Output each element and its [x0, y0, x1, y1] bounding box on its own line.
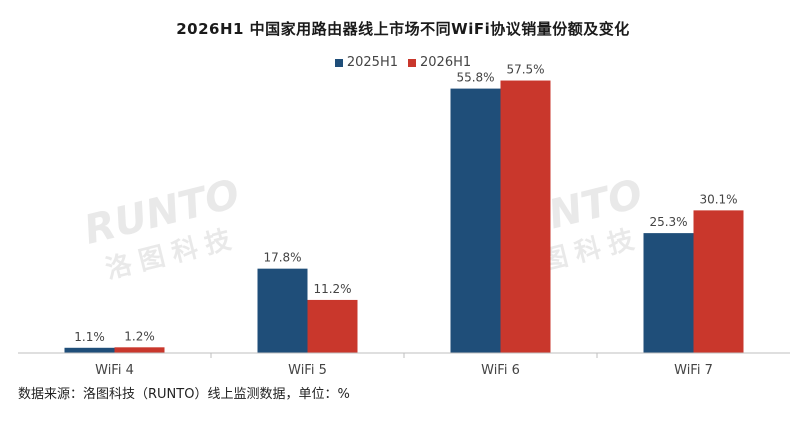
x-tick-label-wifi4: WiFi 4 — [95, 363, 134, 378]
bar-2025h1-wifi6 — [450, 88, 501, 354]
legend-swatch-2025h1 — [334, 58, 343, 67]
legend: 2025H1 2026H1 — [0, 55, 806, 70]
bar-2025h1-wifi4 — [64, 347, 115, 353]
source-note: 数据来源：洛图科技（RUNTO）线上监测数据，单位：% — [18, 387, 350, 402]
value-label-2026h1-wifi5: 11.2% — [313, 282, 351, 296]
x-tick-label-wifi6: WiFi 6 — [481, 363, 520, 378]
value-label-2026h1-wifi7: 30.1% — [699, 192, 737, 206]
value-label-2025h1-wifi4: 1.1% — [74, 330, 105, 344]
bar-2025h1-wifi5 — [257, 268, 308, 353]
x-axis-ticks: WiFi 4 WiFi 5 WiFi 6 WiFi 7 — [95, 353, 713, 378]
value-label-2026h1-wifi6: 57.5% — [506, 63, 544, 77]
bars — [64, 80, 744, 354]
value-label-2025h1-wifi5: 17.8% — [263, 251, 301, 265]
bar-2026h1-wifi7 — [693, 210, 744, 353]
value-label-2025h1-wifi6: 55.8% — [456, 71, 494, 85]
legend-item-2025h1: 2025H1 — [334, 55, 398, 70]
bar-2025h1-wifi7 — [643, 233, 694, 353]
bar-2026h1-wifi6 — [500, 80, 551, 354]
bar-2026h1-wifi4 — [114, 347, 165, 353]
value-label-2025h1-wifi7: 25.3% — [649, 215, 687, 229]
chart-title: 2026H1 中国家用路由器线上市场不同WiFi协议销量份额及变化 — [176, 20, 630, 38]
value-label-2026h1-wifi4: 1.2% — [124, 329, 155, 343]
value-labels: 1.1% 1.2% 17.8% 11.2% 55.8% 57.5% 25.3% 30.1% — [74, 63, 737, 344]
bar-2026h1-wifi5 — [307, 299, 358, 353]
x-tick-label-wifi5: WiFi 5 — [288, 363, 327, 378]
legend-item-2026h1: 2026H1 — [408, 55, 471, 70]
x-tick-label-wifi7: WiFi 7 — [674, 363, 713, 378]
legend-label-2025h1: 2025H1 — [346, 55, 398, 70]
legend-label-2026h1: 2026H1 — [420, 55, 472, 70]
legend-swatch-2026h1 — [408, 58, 416, 67]
